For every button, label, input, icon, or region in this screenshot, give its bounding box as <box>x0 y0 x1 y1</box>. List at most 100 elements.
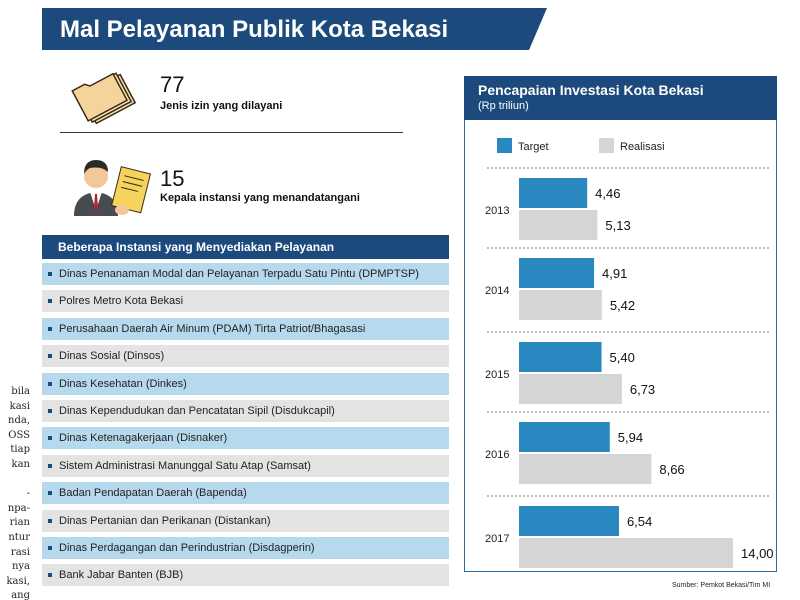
agency-name: Dinas Ketenagakerjaan (Disnaker) <box>59 432 228 445</box>
category-label: 2015 <box>485 369 509 381</box>
side-article-text: bila kasi nda, OSS tiap kan - npa-rian ntur rasi n… <box>0 385 30 600</box>
value-label: 5,40 <box>610 350 635 365</box>
stat-permits: 77 Jenis izin yang dilayani <box>70 62 400 128</box>
target-bar <box>519 258 595 288</box>
agency-heads-count: 15 <box>160 166 185 191</box>
target-bar <box>519 422 610 452</box>
side-text-line: OSS <box>8 429 30 441</box>
source-note: Sumber: Pemkot Bekasi/Tim MI <box>672 582 771 589</box>
side-text-line: npa- <box>7 502 30 514</box>
value-label: 5,13 <box>605 218 630 233</box>
category-label: 2013 <box>485 205 509 217</box>
value-label: 4,46 <box>595 186 620 201</box>
legend-label: Realisasi <box>620 141 665 153</box>
bullet-icon <box>48 518 52 523</box>
realization-bar <box>519 538 733 568</box>
chart-title: Pencapaian Investasi Kota Bekasi <box>478 82 704 98</box>
value-label: 6,54 <box>627 514 652 529</box>
realization-bar <box>519 454 652 484</box>
side-text-line: ntur <box>8 531 30 543</box>
agency-name: Bank Jabar Banten (BJB) <box>59 569 184 582</box>
agency-name: Dinas Kesehatan (Dinkes) <box>59 377 187 390</box>
agency-name: Sistem Administrasi Manunggal Satu Atap … <box>59 459 311 472</box>
legend-swatch <box>599 138 614 153</box>
value-label: 14,00 <box>741 546 774 561</box>
side-text-line: kasi, <box>6 575 30 587</box>
agency-name: Dinas Penanaman Modal dan Pelayanan Terp… <box>59 268 419 280</box>
legend-swatch <box>497 138 512 153</box>
side-text-line: rian <box>9 517 30 529</box>
title-banner: Mal Pelayanan Publik Kota Bekasi <box>42 8 547 50</box>
agency-name: Dinas Kependudukan dan Pencatatan Sipil … <box>59 405 335 417</box>
category-label: 2016 <box>485 449 509 461</box>
page-title: Mal Pelayanan Publik Kota Bekasi <box>60 16 449 43</box>
bullet-icon <box>48 463 52 468</box>
official-signing-icon <box>74 160 152 216</box>
agency-list-item: Polres Metro Kota Bekasi <box>42 290 449 313</box>
agency-list-item: Dinas Penanaman Modal dan Pelayanan Terp… <box>42 263 449 285</box>
bullet-icon <box>48 299 52 304</box>
bullet-icon <box>48 546 52 550</box>
agency-list-item: Dinas Kesehatan (Dinkes) <box>42 372 449 395</box>
agency-list-item: Dinas Perdagangan dan Perindustrian (Dis… <box>42 537 449 559</box>
agency-list-item: Sistem Administrasi Manunggal Satu Atap … <box>42 454 449 477</box>
stat-agency-heads: 15 Kepala instansi yang menandatangani <box>70 150 400 220</box>
side-text-line: rasi <box>10 546 30 558</box>
agency-name: Dinas Perdagangan dan Perindustrian (Dis… <box>59 542 315 554</box>
legend-label: Target <box>518 141 549 153</box>
permits-label: Jenis izin yang dilayani <box>160 100 283 112</box>
agency-list-item: Dinas Pertanian dan Perikanan (Distankan… <box>42 509 449 532</box>
agency-heads-label: Kepala instansi yang menandatangani <box>160 192 360 204</box>
bullet-icon <box>48 436 52 441</box>
agency-name: Badan Pendapatan Daerah (Bapenda) <box>59 487 247 500</box>
agency-list-item: Perusahaan Daerah Air Minum (PDAM) Tirta… <box>42 317 449 340</box>
realization-bar <box>519 290 602 320</box>
agency-list-item: Bank Jabar Banten (BJB) <box>42 564 449 587</box>
chart-panel: Target Realisasi 2013 4,46 5,13 2014 4,91 5,42 2… <box>464 120 777 572</box>
value-label: 5,42 <box>610 298 635 313</box>
side-text-line: bila <box>11 386 30 397</box>
category-label: 2017 <box>485 533 509 545</box>
bullet-icon <box>48 381 52 386</box>
side-text-line: ang <box>11 590 30 600</box>
bullet-icon <box>48 573 52 578</box>
realization-bar <box>519 210 598 240</box>
bullet-icon <box>48 272 52 276</box>
side-text-line <box>0 473 30 488</box>
chart-header: Pencapaian Investasi Kota Bekasi (Rp tri… <box>464 76 777 120</box>
side-text-line: kan <box>11 458 30 470</box>
category-label: 2014 <box>485 285 509 297</box>
agency-list-item: Dinas Sosial (Dinsos) <box>42 345 449 368</box>
value-label: 8,66 <box>659 462 684 477</box>
agency-name: Perusahaan Daerah Air Minum (PDAM) Tirta… <box>59 322 366 335</box>
agencies-header: Beberapa Instansi yang Menyediakan Pelay… <box>42 235 449 259</box>
target-bar <box>519 178 588 208</box>
chart-unit: (Rp triliun) <box>478 100 529 112</box>
stats-divider <box>60 132 403 133</box>
bullet-icon <box>48 409 52 413</box>
side-text-line: - <box>26 488 30 500</box>
value-label: 6,73 <box>630 382 655 397</box>
permits-count: 77 <box>160 72 185 97</box>
title-banner-shape <box>42 8 547 50</box>
side-text-line: tiap <box>10 444 30 456</box>
agency-list-item: Badan Pendapatan Daerah (Bapenda) <box>42 482 449 505</box>
agency-list-item: Dinas Ketenagakerjaan (Disnaker) <box>42 427 449 450</box>
agency-name: Polres Metro Kota Bekasi <box>59 295 184 308</box>
realization-bar <box>519 374 622 404</box>
value-label: 4,91 <box>602 266 627 281</box>
target-bar <box>519 342 602 372</box>
value-label: 5,94 <box>618 430 643 445</box>
side-text-line: kasi <box>9 400 30 412</box>
side-text-line: nya <box>11 561 30 573</box>
bullet-icon <box>48 326 52 331</box>
agency-name: Dinas Pertanian dan Perikanan (Distankan… <box>59 514 271 527</box>
agency-list-item: Dinas Kependudukan dan Pencatatan Sipil … <box>42 400 449 422</box>
investment-chart: Target Realisasi 2013 4,46 5,13 2014 4,91 5,42 2… <box>485 138 774 568</box>
bullet-icon <box>48 354 52 359</box>
bullet-icon <box>48 491 52 496</box>
side-text-line: nda, <box>8 415 30 427</box>
agency-name: Dinas Sosial (Dinsos) <box>59 350 165 363</box>
folder-icon <box>71 72 137 125</box>
target-bar <box>519 506 619 536</box>
